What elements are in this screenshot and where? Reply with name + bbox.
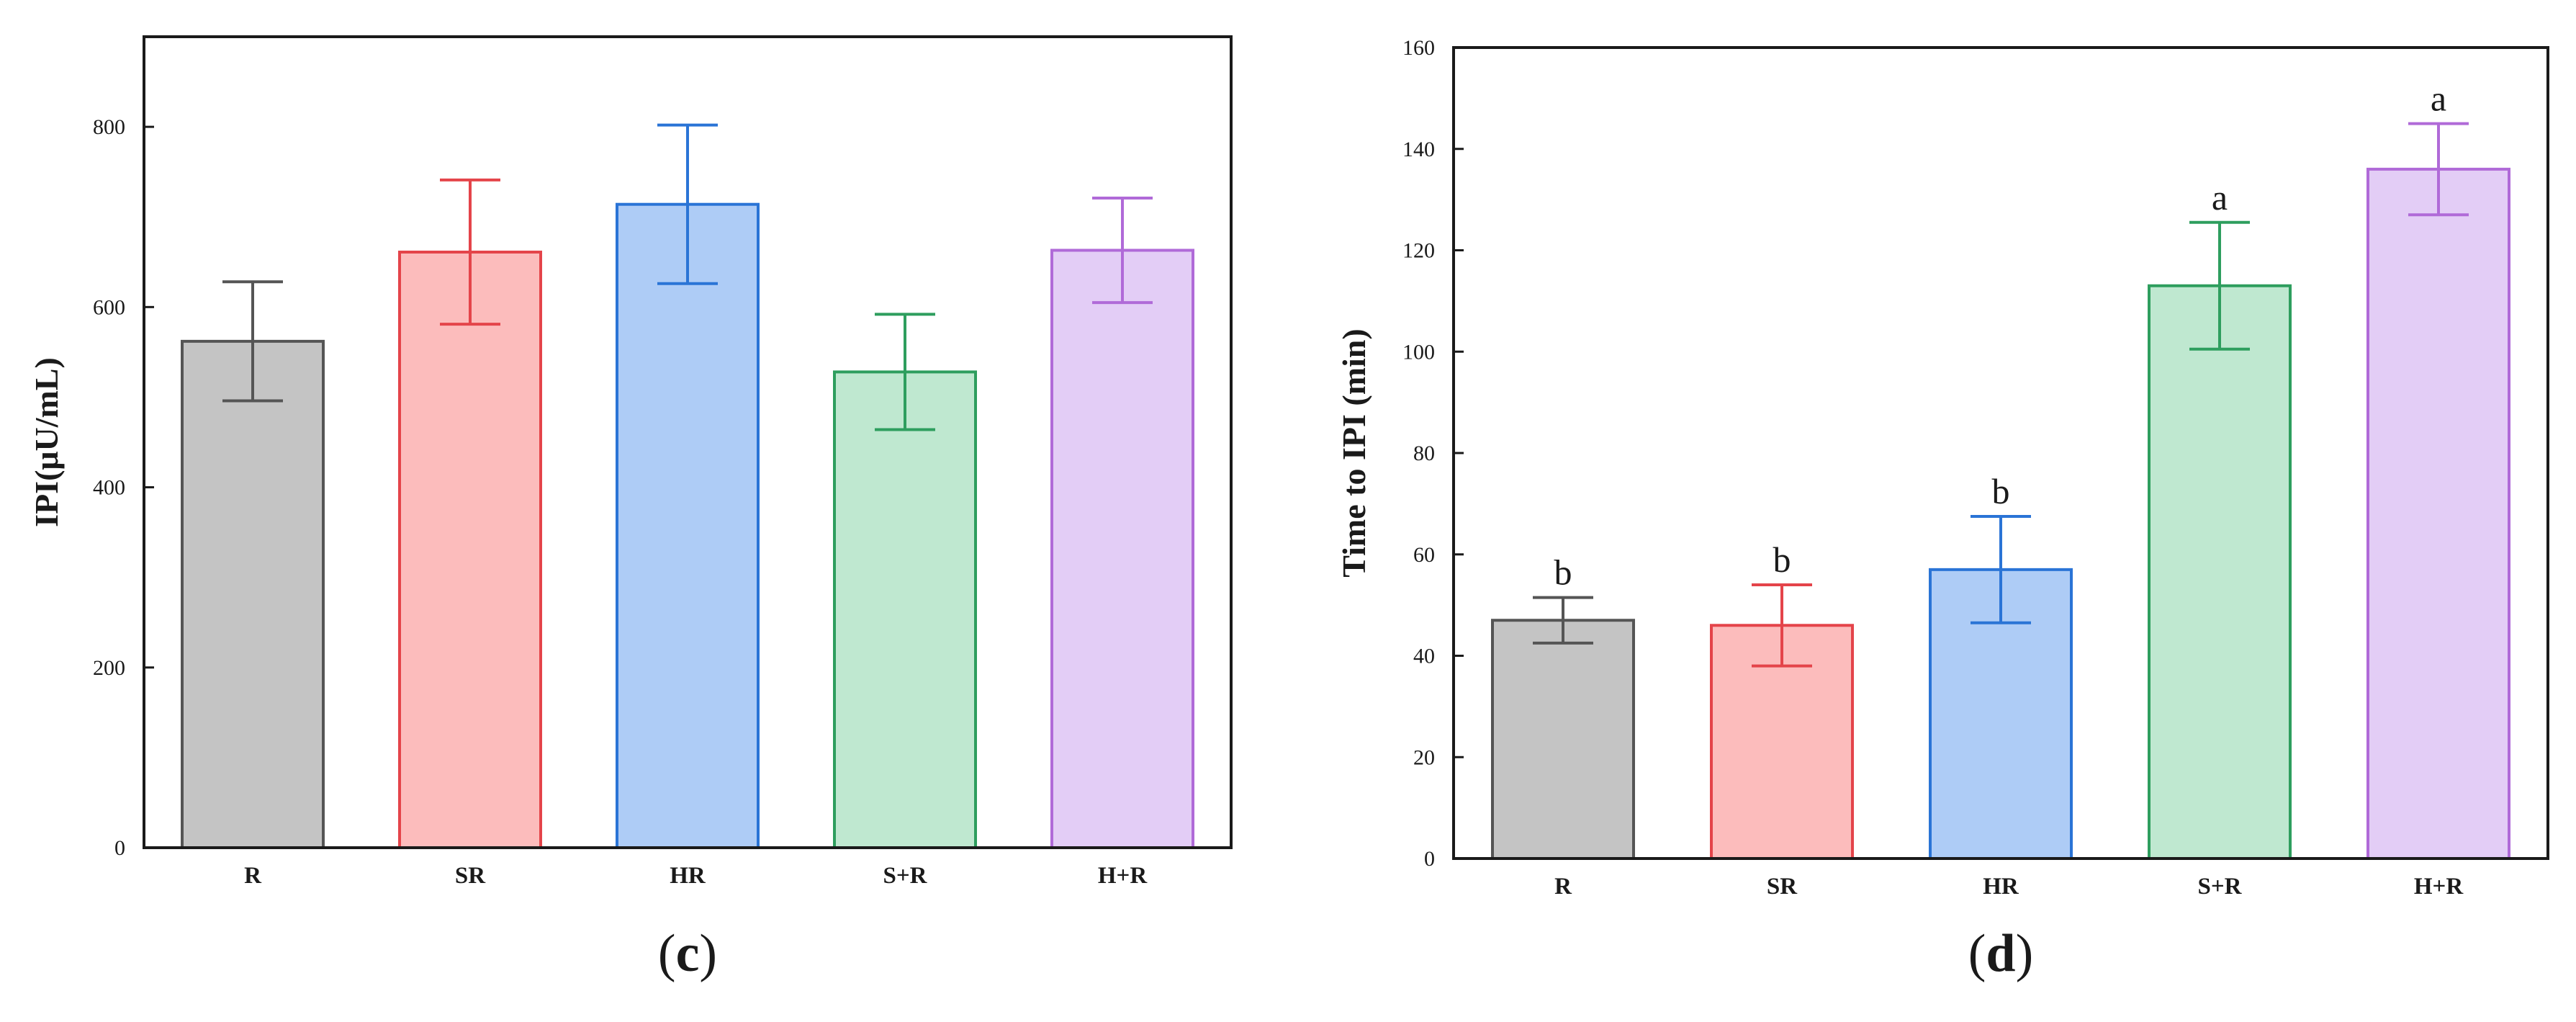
y-tick-label: 0 (1424, 847, 1435, 871)
y-tick-label: 20 (1413, 745, 1435, 769)
x-tick-label-SR: SR (455, 863, 486, 889)
y-tick-label: 800 (93, 115, 125, 139)
bar-SR (398, 251, 542, 849)
significance-label-R: b (1554, 552, 1572, 593)
panel-label: (c) (658, 924, 717, 983)
x-tick-label-R: R (244, 863, 262, 889)
y-tick-label: 40 (1413, 645, 1435, 668)
bar-R (181, 339, 325, 849)
x-tick-label-H+R: H+R (1098, 863, 1148, 889)
x-tick-label-HR: HR (1983, 874, 2019, 900)
bar-S+R (833, 370, 977, 849)
x-tick-label-S+R: S+R (883, 863, 928, 889)
y-tick-label: 140 (1402, 138, 1435, 161)
panel-label: (d) (1968, 924, 2033, 983)
significance-label-HR: b (1992, 471, 2010, 511)
significance-label-H+R: a (2431, 79, 2446, 119)
significance-label-SR: b (1773, 539, 1791, 580)
bar-R (1491, 619, 1635, 860)
y-tick-label: 0 (114, 836, 125, 860)
bar-H+R (2366, 167, 2510, 860)
panel-letter: c (676, 924, 700, 983)
y-tick-label: 600 (93, 295, 125, 319)
bar-HR (616, 202, 760, 849)
plot-frame (143, 35, 1233, 849)
y-axis-title: IPI(μU/mL) (28, 357, 65, 527)
chart-panel-d: b Rb SR b HR a S+R a H+R 0 20 40 60 80 100 120 140 160 Tim… (1336, 36, 2549, 983)
y-tick-label: 80 (1413, 441, 1435, 465)
x-tick-label-R: R (1554, 874, 1572, 900)
panel-letter: d (1986, 924, 2015, 983)
bar-H+R (1050, 248, 1194, 850)
y-tick-label: 120 (1402, 239, 1435, 263)
chart-panel-c: R SR HR S+R H+R 0 200 400 600 800 IPI(μU/mL) (c) (28, 35, 1233, 983)
x-tick-label-H+R: H+R (2414, 874, 2464, 900)
x-tick-label-S+R: S+R (2198, 874, 2243, 900)
x-tick-label-SR: SR (1767, 874, 1798, 900)
y-tick-label: 60 (1413, 543, 1435, 567)
y-tick-label: 400 (93, 476, 125, 500)
bar-S+R (2148, 284, 2292, 860)
significance-label-S+R: a (2212, 177, 2228, 218)
y-tick-label: 200 (93, 656, 125, 680)
x-tick-label-HR: HR (670, 863, 706, 889)
y-tick-label: 160 (1402, 36, 1435, 60)
y-axis-title: Time to IPI (min) (1336, 328, 1372, 577)
y-tick-label: 100 (1402, 340, 1435, 364)
